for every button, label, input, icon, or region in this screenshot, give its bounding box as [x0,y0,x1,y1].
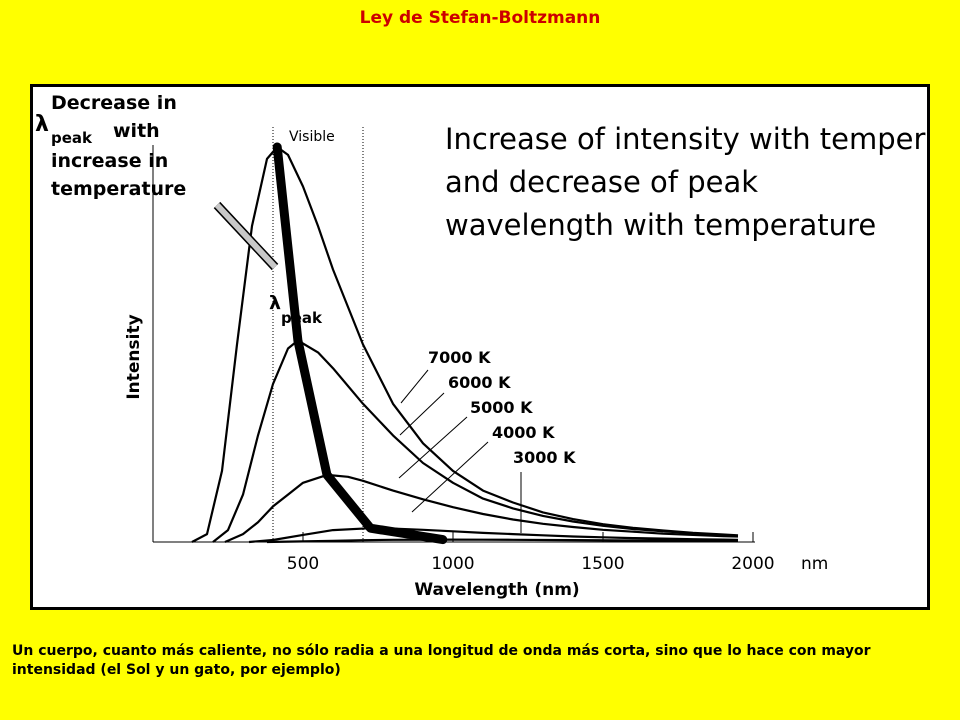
annotation-arrow [214,202,278,270]
chart-title-line-3: wavelength with temperature [445,208,876,242]
series-labels: 7000 K 6000 K 5000 K 4000 K 3000 K [398,348,576,533]
annotation-line-3: increase in [51,150,168,172]
chart-background [33,87,927,607]
peak-curve-label: λ [269,292,281,314]
series-label-3000k: 3000 K [513,448,576,467]
x-tick-label-1500: 1500 [581,554,624,574]
series-label-6000k: 6000 K [448,373,511,392]
series-curve-4000k [248,527,739,544]
visible-band: Visible [272,127,364,542]
annotation-lambda: λ [35,112,49,137]
x-axis-unit: nm [801,554,828,574]
y-axis-label: Intensity [124,314,144,399]
series-curve-7000k [191,145,739,543]
chart-frame: Visible 500 1000 1500 2000 nm λ peak 7000 K 60… [30,84,930,610]
peak-locus-curve [272,142,448,545]
annotation-line-1: Decrease in [51,92,177,114]
caption-text: Un cuerpo, cuanto más caliente, no sólo … [12,643,871,678]
chart-title-line-1: Increase of intensity with temperature [445,122,927,156]
peak-curve-label-sub: peak [281,309,323,327]
visible-band-label: Visible [289,129,335,145]
x-tick-label-2000: 2000 [731,554,774,574]
annotation-line-4: temperature [51,178,186,200]
x-axis-label: Wavelength (nm) [414,580,579,600]
chart-title: Increase of intensity with temperature an… [445,122,927,242]
axes: 500 1000 1500 2000 nm [152,145,828,574]
series-curve-3000k [266,538,739,544]
x-tick-label-500: 500 [287,554,319,574]
series-label-7000k: 7000 K [428,348,491,367]
series-label-4000k: 4000 K [492,423,555,442]
annotation-line-2: with [113,120,160,142]
chart-title-line-2: and decrease of peak [445,165,758,199]
series-curves [191,145,739,544]
series-leader-6000k [399,392,445,436]
slide-title: Ley de Stefan-Boltzmann [359,8,601,28]
series-leader-7000k [400,369,429,404]
x-tick-label-1000: 1000 [431,554,474,574]
series-leader-5000k [398,416,468,479]
series-label-5000k: 5000 K [470,398,533,417]
annotation-peak-sub: peak [51,129,93,147]
series-curve-5000k [224,473,739,544]
series-curve-6000k [212,339,739,543]
series-leader-4000k [411,441,489,513]
